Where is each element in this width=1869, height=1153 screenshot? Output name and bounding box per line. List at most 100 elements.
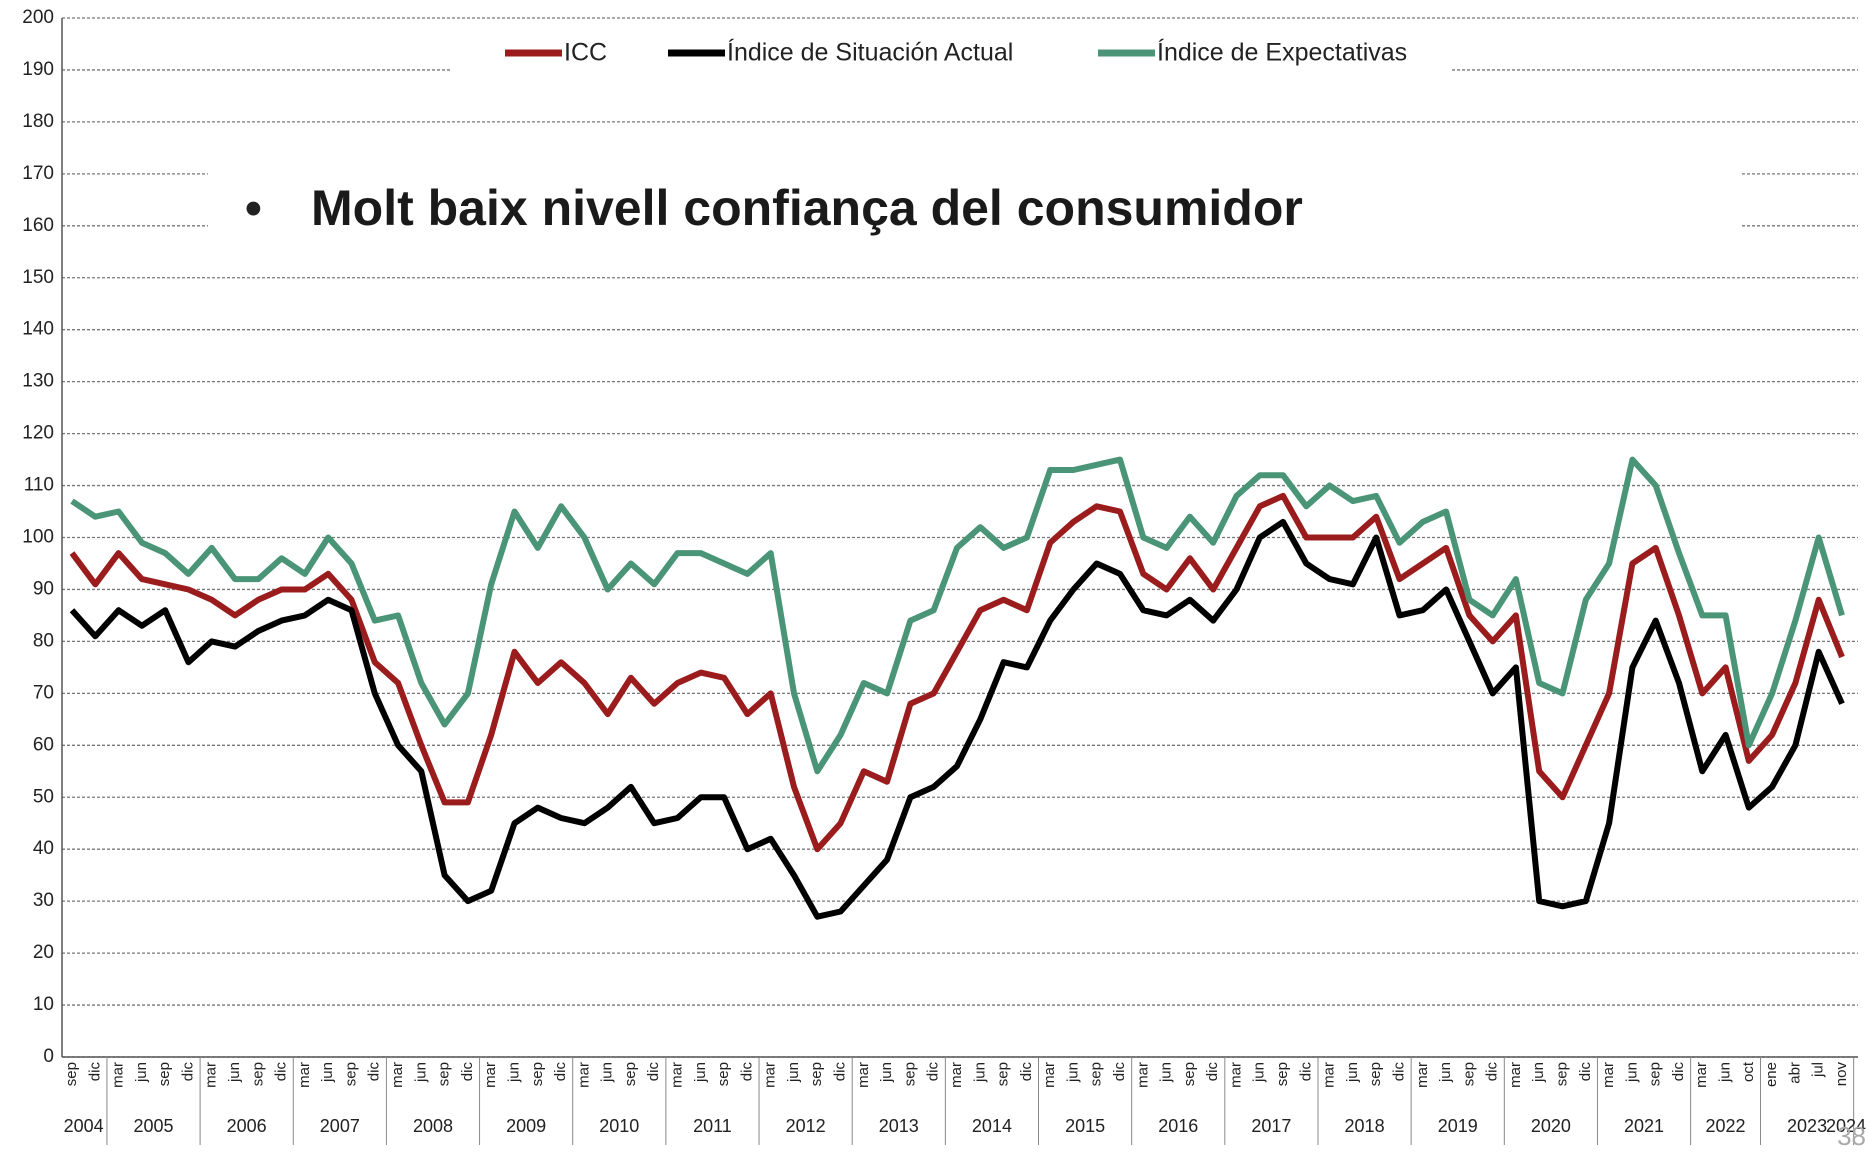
y-tick-label: 120 bbox=[22, 423, 54, 444]
year-label: 2016 bbox=[1158, 1116, 1198, 1136]
lines bbox=[69, 456, 1845, 920]
x-tick-label: dic bbox=[1297, 1062, 1314, 1082]
y-tick-label: 150 bbox=[22, 267, 54, 288]
y-tick-label: 60 bbox=[33, 734, 54, 755]
series-line bbox=[69, 492, 1845, 853]
x-tick-label: ene bbox=[1763, 1062, 1780, 1087]
x-tick-label: mar bbox=[948, 1062, 965, 1088]
x-tick-label: dic bbox=[552, 1062, 569, 1082]
x-tick-label: sep bbox=[342, 1062, 359, 1086]
y-tick-label: 0 bbox=[43, 1046, 54, 1067]
x-tick-label: mar bbox=[203, 1062, 220, 1088]
year-label: 2007 bbox=[320, 1116, 360, 1136]
x-tick-label: jun bbox=[505, 1062, 522, 1083]
x-tick-label: jun bbox=[971, 1062, 988, 1083]
y-tick-label: 200 bbox=[22, 7, 54, 28]
y-tick-label: 30 bbox=[33, 890, 54, 911]
annotation: Molt baix nivell confiança del consumido… bbox=[311, 180, 1303, 236]
y-tick-label: 170 bbox=[22, 163, 54, 184]
x-tick-label: oct bbox=[1740, 1061, 1757, 1082]
year-label: 2022 bbox=[1706, 1116, 1746, 1136]
year-label: 2004 bbox=[64, 1116, 104, 1136]
year-label: 2015 bbox=[1065, 1116, 1105, 1136]
x-tick-label: sep bbox=[1088, 1062, 1105, 1086]
x-tick-label: jun bbox=[412, 1062, 429, 1083]
annotation-box bbox=[208, 160, 1742, 240]
series-line bbox=[70, 456, 1845, 775]
x-tick-label: mar bbox=[110, 1062, 127, 1088]
x-tick-label: dic bbox=[832, 1062, 849, 1082]
legend-box bbox=[450, 34, 1450, 72]
x-tick-label: dic bbox=[86, 1062, 103, 1082]
x-tick-label: jun bbox=[1251, 1062, 1268, 1083]
year-label: 2006 bbox=[227, 1116, 267, 1136]
x-tick-label: dic bbox=[1018, 1062, 1035, 1082]
y-tick-label: 180 bbox=[22, 111, 54, 132]
y-tick-label: 110 bbox=[24, 475, 54, 496]
year-label: 2017 bbox=[1251, 1116, 1291, 1136]
year-label: 2008 bbox=[413, 1116, 453, 1136]
x-tick-label: abr bbox=[1786, 1062, 1803, 1084]
x-tick-label: jun bbox=[319, 1062, 336, 1083]
x-tick-label: sep bbox=[1553, 1062, 1570, 1086]
x-tick-label: jun bbox=[785, 1062, 802, 1083]
x-tick-label: mar bbox=[1507, 1062, 1524, 1088]
x-tick-label: mar bbox=[482, 1062, 499, 1088]
x-tick-label: dic bbox=[1484, 1062, 1501, 1082]
y-tick-label: 90 bbox=[33, 578, 54, 599]
x-tick-label: dic bbox=[1577, 1062, 1594, 1082]
y-tick-label: 10 bbox=[33, 994, 54, 1015]
y-tick-label: 100 bbox=[22, 527, 54, 548]
x-tick-label: jun bbox=[1437, 1062, 1454, 1083]
bullet: • bbox=[245, 183, 262, 236]
x-tick-label: mar bbox=[855, 1062, 872, 1088]
year-label: 2020 bbox=[1531, 1116, 1571, 1136]
x-tick-label: sep bbox=[901, 1062, 918, 1086]
x-tick-label: sep bbox=[1460, 1062, 1477, 1086]
x-tick-label: sep bbox=[995, 1062, 1012, 1086]
axis-labels: 0 10 20 30 40 50 60 70 80 90 100 110 120 130 140 150 160… bbox=[22, 7, 1866, 1145]
x-tick-label: mar bbox=[1414, 1062, 1431, 1088]
y-tick-label: 160 bbox=[22, 215, 54, 236]
x-tick-label: sep bbox=[1181, 1062, 1198, 1086]
x-tick-label: sep bbox=[436, 1062, 453, 1086]
legend: ICC Índice de Situación Actual Índice de E… bbox=[505, 38, 1407, 67]
x-tick-label: dic bbox=[925, 1062, 942, 1082]
x-tick-label: sep bbox=[1274, 1062, 1291, 1086]
y-tick-label: 20 bbox=[33, 942, 54, 963]
x-tick-label: dic bbox=[366, 1062, 383, 1082]
x-tick-label: jun bbox=[1344, 1062, 1361, 1083]
year-label: 2013 bbox=[879, 1116, 919, 1136]
year-label: 2010 bbox=[599, 1116, 639, 1136]
x-tick-label: mar bbox=[1693, 1062, 1710, 1088]
x-tick-label: dic bbox=[645, 1062, 662, 1082]
year-label: 2023 bbox=[1787, 1116, 1827, 1136]
x-tick-label: sep bbox=[63, 1062, 80, 1086]
x-tick-label: mar bbox=[575, 1062, 592, 1088]
x-tick-label: dic bbox=[459, 1062, 476, 1082]
x-tick-label: mar bbox=[296, 1062, 313, 1088]
x-tick-label: dic bbox=[1390, 1062, 1407, 1082]
x-tick-label: dic bbox=[1204, 1062, 1221, 1082]
x-tick-label: dic bbox=[1670, 1062, 1687, 1082]
y-tick-label: 50 bbox=[33, 786, 54, 807]
x-tick-label: sep bbox=[808, 1062, 825, 1086]
y-tick-label: 190 bbox=[22, 59, 54, 80]
x-tick-label: mar bbox=[1041, 1062, 1058, 1088]
page-number: 38 bbox=[1837, 1121, 1866, 1151]
x-tick-label: sep bbox=[249, 1062, 266, 1086]
x-tick-label: jun bbox=[1717, 1062, 1734, 1083]
x-tick-label: mar bbox=[1321, 1062, 1338, 1088]
x-tick-label: mar bbox=[1227, 1062, 1244, 1088]
x-tick-label: mar bbox=[762, 1062, 779, 1088]
x-tick-label: sep bbox=[156, 1062, 173, 1086]
legend-label: Índice de Expectativas bbox=[1157, 38, 1407, 67]
x-tick-label: nov bbox=[1833, 1062, 1850, 1087]
year-label: 2019 bbox=[1438, 1116, 1478, 1136]
x-tick-label: sep bbox=[1367, 1062, 1384, 1086]
x-tick-label: dic bbox=[1111, 1062, 1128, 1082]
year-label: 2024 bbox=[1826, 1116, 1866, 1136]
x-tick-label: sep bbox=[1647, 1062, 1664, 1086]
x-tick-label: jun bbox=[1623, 1062, 1640, 1083]
